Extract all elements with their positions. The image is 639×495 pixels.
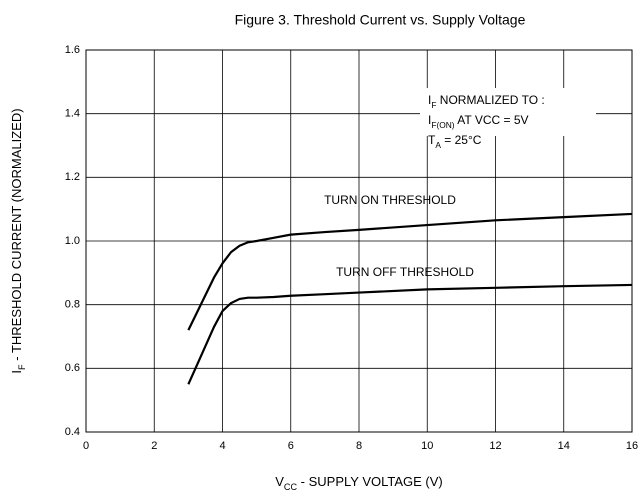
annotation: IF NORMALIZED TO : xyxy=(428,93,545,110)
y-tick-label: 1.4 xyxy=(65,108,80,120)
label-part: A xyxy=(435,140,441,150)
x-tick-label: 14 xyxy=(558,440,570,452)
series-label: TURN ON THRESHOLD xyxy=(324,193,456,207)
x-tick-label: 10 xyxy=(421,440,433,452)
x-tick-label: 4 xyxy=(219,440,225,452)
label-part: F xyxy=(431,100,436,110)
x-tick-label: 12 xyxy=(489,440,501,452)
x-tick-label: 8 xyxy=(356,440,362,452)
y-tick-label: 1.6 xyxy=(65,44,80,56)
series-label: TURN OFF THRESHOLD xyxy=(336,265,474,279)
x-tick-label: 6 xyxy=(288,440,294,452)
label-part: - THRESHOLD CURRENT (NORMALIZED) xyxy=(9,108,24,364)
annotation: IF(ON) AT VCC = 5V xyxy=(428,113,529,130)
label-part: AT VCC = 5V xyxy=(455,113,529,127)
series-line xyxy=(187,212,633,331)
label-part: NORMALIZED TO : xyxy=(436,93,544,107)
y-axis-label: IF - THRESHOLD CURRENT (NORMALIZED) xyxy=(9,108,27,373)
y-tick-label: 1.2 xyxy=(65,171,80,183)
label-part: = 25°C xyxy=(441,133,482,147)
x-axis-label: VCC - SUPPLY VOLTAGE (V) xyxy=(275,474,443,492)
chart-title: Figure 3. Threshold Current vs. Supply V… xyxy=(235,12,526,28)
y-tick-label: 0.4 xyxy=(65,426,80,438)
y-tick-label: 0.8 xyxy=(65,299,80,311)
label-part: I xyxy=(428,93,431,107)
annotation-box xyxy=(420,88,596,136)
label-part: V xyxy=(275,474,284,489)
label-part: T xyxy=(428,133,436,147)
label-part: F xyxy=(17,364,27,370)
x-tick-label: 0 xyxy=(83,440,89,452)
label-part: - SUPPLY VOLTAGE (V) xyxy=(297,474,443,489)
annotation: TA = 25°C xyxy=(428,133,482,150)
x-tick-label: 16 xyxy=(626,440,638,452)
label-part: CC xyxy=(284,482,298,492)
y-tick-label: 0.6 xyxy=(65,362,80,374)
x-tick-label: 2 xyxy=(151,440,157,452)
label-part: F(ON) xyxy=(431,120,454,130)
plot-frame xyxy=(85,49,633,433)
label-part: I xyxy=(9,370,24,374)
series-line xyxy=(187,283,633,385)
y-tick-label: 1.0 xyxy=(65,235,80,247)
label-part: I xyxy=(428,113,431,127)
